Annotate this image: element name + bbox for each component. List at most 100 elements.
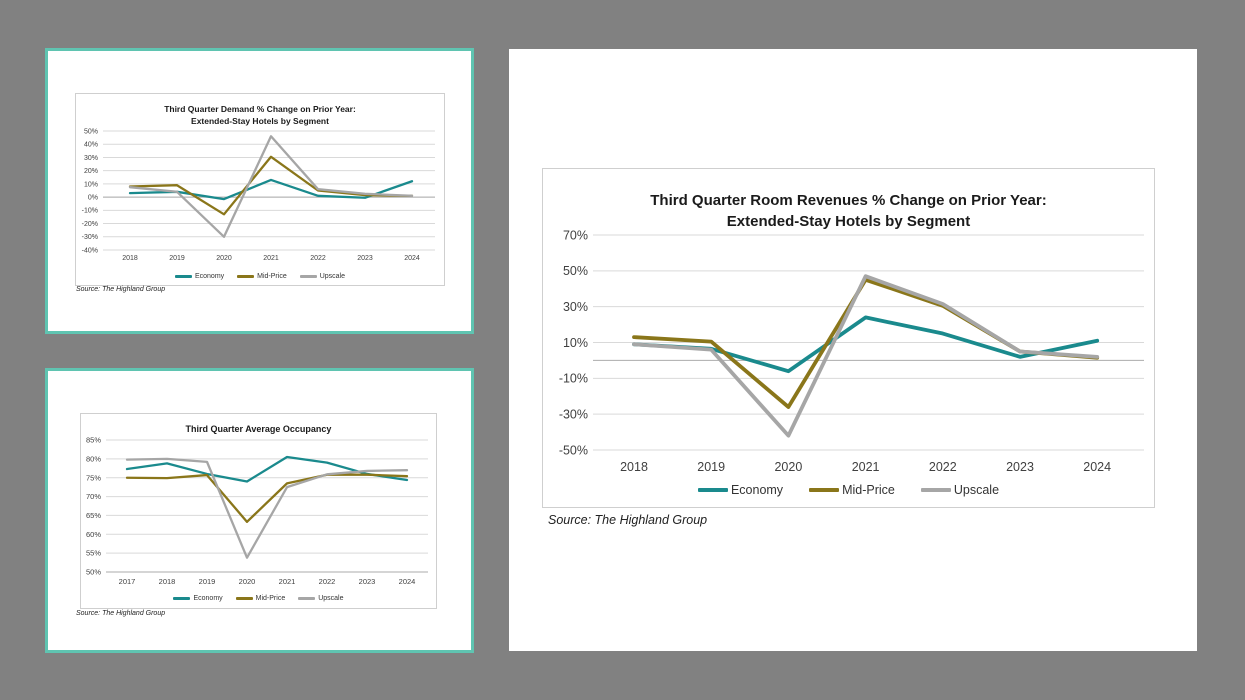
y-axis-tick-label: -30% bbox=[82, 234, 98, 241]
revenues-chart-title-line1: Third Quarter Room Revenues % Change on … bbox=[650, 192, 1047, 209]
legend-label: Upscale bbox=[318, 595, 344, 602]
y-axis-tick-label: 55% bbox=[86, 549, 101, 558]
y-axis-tick-label: 70% bbox=[86, 492, 101, 501]
legend-marker-upscale bbox=[298, 597, 316, 600]
occupancy-chart-card[interactable]: 85% 80% 75% 70% 65% 60% 55% 50% 2017 2018 2019 2020… bbox=[45, 368, 474, 653]
occupancy-chart-legend: Economy Mid-Price Upscale bbox=[81, 595, 436, 602]
x-axis-tick-label: 2021 bbox=[263, 255, 279, 262]
legend-marker-upscale bbox=[299, 275, 317, 278]
revenues-chart-title: Third Quarter Room Revenues % Change on … bbox=[543, 190, 1154, 233]
x-axis-tick-label: 2019 bbox=[169, 255, 185, 262]
y-axis-tick-label: 50% bbox=[84, 128, 98, 135]
x-axis-tick-label: 2023 bbox=[357, 255, 373, 262]
legend-marker-upscale bbox=[920, 488, 951, 492]
y-axis-tick-label: 40% bbox=[84, 142, 98, 149]
x-axis-tick-label: 2020 bbox=[216, 255, 232, 262]
x-axis-tick-label: 2024 bbox=[404, 255, 420, 262]
legend-label: Upscale bbox=[953, 483, 1000, 497]
y-axis-tick-label: 60% bbox=[86, 530, 101, 539]
y-axis-tick-label: 30% bbox=[563, 300, 588, 314]
series-line-economy bbox=[632, 315, 1100, 374]
x-axis-tick-label: 2023 bbox=[1006, 460, 1034, 474]
demand-chart-card[interactable]: 50% 40% 30% 20% 10% 0% -10% -20% -30% -40% 2018 201… bbox=[45, 48, 474, 334]
y-axis-tick-label: 80% bbox=[86, 454, 101, 463]
legend-item-mid-price: Mid-Price bbox=[235, 595, 286, 602]
series-line-upscale bbox=[632, 274, 1100, 438]
legend-item-upscale: Upscale bbox=[298, 595, 344, 602]
x-axis-tick-label: 2024 bbox=[1083, 460, 1111, 474]
legend-marker-economy bbox=[173, 597, 191, 600]
demand-chart-title-line1: Third Quarter Demand % Change on Prior Y… bbox=[164, 104, 356, 114]
legend-label: Economy bbox=[193, 595, 223, 602]
y-axis-tick-label: -20% bbox=[82, 221, 98, 228]
x-axis-tick-label: 2021 bbox=[279, 577, 296, 586]
legend-marker-economy bbox=[174, 275, 192, 278]
legend-item-mid-price: Mid-Price bbox=[809, 483, 895, 497]
series-line-mid-price bbox=[128, 155, 414, 216]
y-axis-tick-label: 50% bbox=[563, 264, 588, 278]
legend-label: Economy bbox=[730, 483, 784, 497]
x-axis-tick-label: 2019 bbox=[697, 460, 725, 474]
y-axis-tick-label: 65% bbox=[86, 511, 101, 520]
series-line-upscale bbox=[125, 457, 409, 559]
demand-chart-title-line2: Extended-Stay Hotels by Segment bbox=[191, 116, 329, 127]
demand-chart-plot: 50% 40% 30% 20% 10% 0% -10% -20% -30% -40% 2018 201… bbox=[82, 128, 435, 262]
series-line-mid-price bbox=[632, 277, 1100, 409]
revenues-chart-frame[interactable]: 70% 50% 30% 10% -10% -30% -50% 2018 2019 2020 2021… bbox=[542, 168, 1155, 508]
revenues-slide-panel: 70% 50% 30% 10% -10% -30% -50% 2018 2019 2020 2021… bbox=[509, 49, 1197, 651]
legend-label: Mid-Price bbox=[842, 483, 895, 497]
legend-marker-economy bbox=[697, 488, 728, 492]
y-axis-tick-label: -40% bbox=[82, 247, 98, 254]
legend-label: Upscale bbox=[319, 273, 346, 280]
occupancy-chart-frame: 85% 80% 75% 70% 65% 60% 55% 50% 2017 2018 2019 2020… bbox=[80, 413, 437, 609]
x-axis-tick-label: 2019 bbox=[199, 577, 216, 586]
x-axis-tick-label: 2022 bbox=[319, 577, 336, 586]
revenues-chart-title-line2: Extended-Stay Hotels by Segment bbox=[726, 213, 971, 231]
legend-item-upscale: Upscale bbox=[299, 273, 346, 280]
series-line-mid-price bbox=[125, 473, 409, 523]
x-axis-tick-label: 2017 bbox=[119, 577, 136, 586]
y-axis-tick-label: -30% bbox=[559, 407, 588, 421]
legend-label: Mid-Price bbox=[255, 595, 286, 602]
occupancy-chart-plot: 85% 80% 75% 70% 65% 60% 55% 50% 2017 2018 2019 2020… bbox=[86, 436, 428, 586]
y-axis-tick-label: 30% bbox=[84, 155, 98, 162]
demand-chart-frame: 50% 40% 30% 20% 10% 0% -10% -20% -30% -40% 2018 201… bbox=[75, 93, 445, 286]
occupancy-chart-title: Third Quarter Average Occupancy bbox=[81, 423, 436, 436]
y-axis-tick-label: -10% bbox=[559, 372, 588, 386]
y-axis-tick-label: 85% bbox=[86, 436, 101, 445]
revenues-chart-legend: Economy Mid-Price Upscale bbox=[543, 483, 1154, 497]
legend-marker-mid-price bbox=[809, 488, 840, 492]
legend-marker-mid-price bbox=[235, 597, 253, 600]
legend-marker-mid-price bbox=[237, 275, 255, 278]
x-axis-tick-label: 2018 bbox=[159, 577, 176, 586]
x-axis-tick-label: 2018 bbox=[122, 255, 138, 262]
y-axis-tick-label: 70% bbox=[563, 228, 588, 242]
occupancy-chart-title-line1: Third Quarter Average Occupancy bbox=[185, 424, 332, 434]
x-axis-tick-label: 2023 bbox=[359, 577, 376, 586]
y-axis-tick-label: 20% bbox=[84, 168, 98, 175]
y-axis-tick-label: -50% bbox=[559, 443, 588, 457]
demand-chart-source: Source: The Highland Group bbox=[76, 286, 166, 293]
legend-item-economy: Economy bbox=[697, 483, 784, 497]
x-axis-tick-label: 2021 bbox=[852, 460, 880, 474]
revenues-chart-source: Source: The Highland Group bbox=[548, 513, 708, 527]
legend-item-economy: Economy bbox=[173, 595, 223, 602]
demand-chart-legend: Economy Mid-Price Upscale bbox=[76, 273, 444, 280]
y-axis-tick-label: 50% bbox=[86, 568, 101, 577]
legend-label: Economy bbox=[194, 273, 225, 280]
x-axis-tick-label: 2020 bbox=[774, 460, 802, 474]
x-axis-tick-label: 2022 bbox=[929, 460, 957, 474]
revenues-chart-plot: 70% 50% 30% 10% -10% -30% -50% 2018 2019 2020 2021… bbox=[559, 228, 1144, 474]
legend-label: Mid-Price bbox=[257, 273, 287, 280]
x-axis-tick-label: 2024 bbox=[399, 577, 416, 586]
demand-chart-title: Third Quarter Demand % Change on Prior Y… bbox=[76, 103, 444, 128]
y-axis-tick-label: 10% bbox=[563, 336, 588, 350]
y-axis-tick-label: -10% bbox=[82, 208, 98, 215]
legend-item-mid-price: Mid-Price bbox=[237, 273, 287, 280]
series-line-upscale bbox=[128, 135, 414, 238]
x-axis-tick-label: 2018 bbox=[620, 460, 648, 474]
x-axis-tick-label: 2020 bbox=[239, 577, 256, 586]
y-axis-tick-label: 0% bbox=[88, 194, 98, 201]
y-axis-tick-label: 75% bbox=[86, 473, 101, 482]
